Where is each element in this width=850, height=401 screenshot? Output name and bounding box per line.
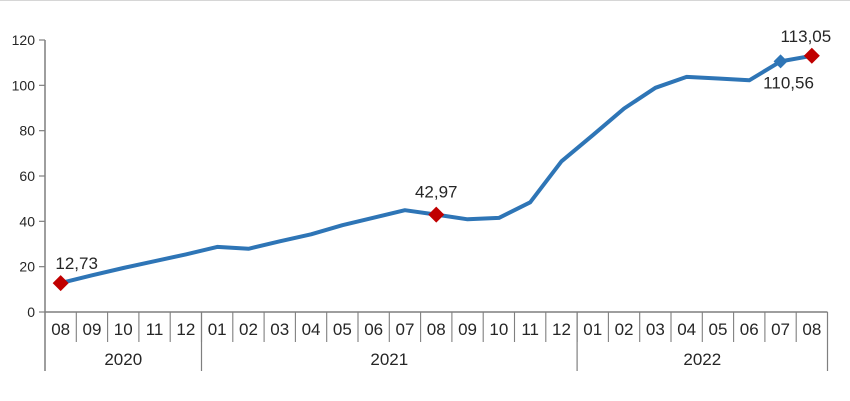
y-tick-label: 100 <box>12 77 36 93</box>
year-label: 2022 <box>683 350 721 369</box>
y-tick-label: 80 <box>19 123 35 139</box>
month-label: 04 <box>302 320 321 339</box>
data-marker-diamond <box>52 275 69 292</box>
month-label: 10 <box>489 320 508 339</box>
month-label: 02 <box>239 320 258 339</box>
y-tick-label: 20 <box>19 259 35 275</box>
series-line <box>58 53 814 286</box>
y-tick-label: 60 <box>19 168 35 184</box>
month-label: 06 <box>740 320 759 339</box>
year-label: 2021 <box>370 350 408 369</box>
month-label: 08 <box>51 320 70 339</box>
month-label: 05 <box>708 320 727 339</box>
data-marker-diamond <box>428 206 445 223</box>
y-tick-label: 40 <box>19 213 35 229</box>
point-value-label: 113,05 <box>780 27 831 46</box>
month-label: 08 <box>802 320 821 339</box>
month-label: 12 <box>176 320 195 339</box>
point-value-label: 12,73 <box>55 254 98 273</box>
month-label: 01 <box>583 320 602 339</box>
data-marker-diamond <box>773 54 788 69</box>
month-label: 12 <box>552 320 571 339</box>
month-label: 09 <box>82 320 101 339</box>
point-value-label: 110,56 <box>763 73 814 92</box>
month-label: 05 <box>333 320 352 339</box>
month-label: 04 <box>677 320 696 339</box>
year-label: 2020 <box>104 350 142 369</box>
month-label: 11 <box>521 320 539 339</box>
data-marker-diamond <box>803 47 820 64</box>
month-label: 10 <box>114 320 133 339</box>
month-label: 02 <box>615 320 634 339</box>
month-label: 07 <box>771 320 790 339</box>
month-label: 09 <box>458 320 477 339</box>
month-label: 11 <box>146 320 164 339</box>
month-label: 01 <box>208 320 227 339</box>
month-label: 07 <box>395 320 414 339</box>
month-label: 06 <box>364 320 383 339</box>
y-tick-label: 120 <box>12 32 36 48</box>
point-value-label: 42,97 <box>415 183 458 202</box>
month-label: 08 <box>427 320 446 339</box>
month-label: 03 <box>270 320 289 339</box>
month-label: 03 <box>646 320 665 339</box>
y-tick-label: 0 <box>27 304 35 320</box>
